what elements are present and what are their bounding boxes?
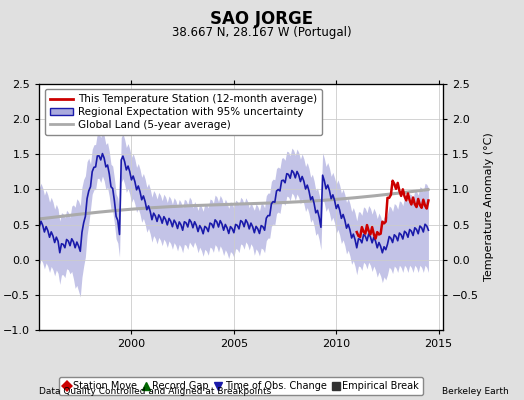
- Text: SAO JORGE: SAO JORGE: [211, 10, 313, 28]
- Text: 38.667 N, 28.167 W (Portugal): 38.667 N, 28.167 W (Portugal): [172, 26, 352, 39]
- Text: Data Quality Controlled and Aligned at Breakpoints: Data Quality Controlled and Aligned at B…: [39, 387, 271, 396]
- Y-axis label: Temperature Anomaly (°C): Temperature Anomaly (°C): [484, 133, 494, 281]
- Legend: Station Move, Record Gap, Time of Obs. Change, Empirical Break: Station Move, Record Gap, Time of Obs. C…: [59, 378, 423, 395]
- Text: Berkeley Earth: Berkeley Earth: [442, 387, 508, 396]
